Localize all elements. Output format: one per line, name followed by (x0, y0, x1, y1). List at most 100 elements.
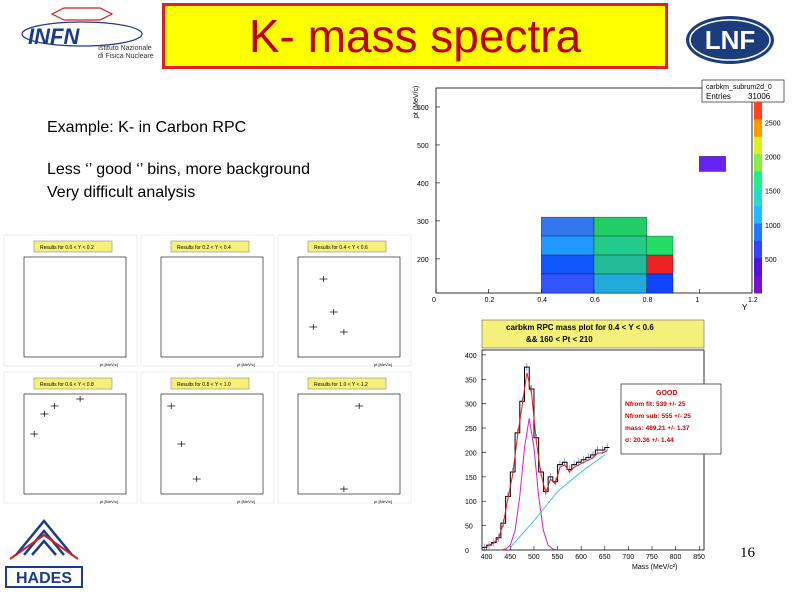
mass-xtick-label: 800 (670, 554, 682, 561)
color-scale-label: 1500 (765, 189, 781, 196)
heatmap-ytick-label: 500 (417, 143, 429, 150)
thumbnail-grid: Results for 0.0 < Y < 0.2 pt [MeV/c] Resul… (2, 233, 414, 508)
stats-entries-label: Entries (706, 92, 731, 101)
heatmap-ytick-label: 600 (417, 105, 429, 112)
thumbnail-title-box (33, 240, 113, 253)
heatmap-ytick-label: 300 (417, 219, 429, 226)
mass-plot-subtitle: && 160 < Pt < 210 (526, 335, 593, 344)
heatmap-bin (541, 254, 595, 275)
heatmap-ytick-label: 400 (417, 181, 429, 188)
heatmap-bin (646, 273, 674, 294)
mass-xtick-label: 500 (528, 554, 540, 561)
heatmap-bin (646, 235, 674, 256)
mass-plot-xlabel: Mass (MeV/c²) (632, 564, 678, 571)
slide-number: 16 (740, 545, 755, 561)
heatmap-bin (646, 254, 674, 275)
thumbnail-xlabel: pt [MeV/c] (100, 362, 118, 367)
mass-plot-axes: 400 450 500 550 600 650 700 750 800 850 0 50 100 150 2… (465, 353, 705, 561)
heatmap-panel: carbkm_subrum2d_0 Entries 31006 pt (MeV/… (412, 78, 792, 313)
mass-total-fit-curve (484, 372, 608, 549)
thumbnail-axes (160, 256, 264, 358)
mass-ytick-label: 50 (465, 524, 473, 531)
mass-xtick-label: 550 (552, 554, 564, 561)
heatmap-xlabel: Y (742, 303, 748, 312)
thumbnail-plot: Results for 0.8 < Y < 1.0 pt [MeV/c] (140, 371, 275, 504)
thumbnail-plot: Results for 0.4 < Y < 0.6 pt [MeV/c] (277, 234, 412, 367)
thumbnail-plot: Results for 1.0 < Y < 1.2 pt [MeV/c] (277, 371, 412, 504)
mass-ytick-label: 250 (465, 426, 477, 433)
thumbnail-axes (297, 256, 401, 358)
thumbnail-axes (297, 393, 401, 495)
thumbnail-title: Results for 0.6 < Y < 0.8 (40, 382, 94, 388)
color-scale-segment (754, 188, 762, 207)
color-scale-segment (754, 171, 762, 190)
thumbnail-xlabel: pt [MeV/c] (237, 499, 255, 504)
thumbnail-xlabel: pt [MeV/c] (237, 362, 255, 367)
infn-logo-line2: di Fisica Nucleare (98, 53, 154, 60)
mass-data-histogram (482, 366, 610, 549)
mass-ytick-label: 200 (465, 450, 477, 457)
thumbnail-title: Results for 1.0 < Y < 1.2 (314, 382, 368, 388)
mass-background-curve (509, 454, 606, 548)
thumbnail-xlabel: pt [MeV/c] (374, 362, 392, 367)
heatmap-bin (593, 273, 647, 294)
heatmap-bin (541, 235, 595, 256)
mass-xtick-label: 450 (504, 554, 516, 561)
mass-xtick-label: 700 (622, 554, 634, 561)
lnf-logo-text: LNF (705, 25, 756, 55)
heatmap-axes: 0 0.2 0.4 0.6 0.8 1 1.2 200 300 400 500 600 (417, 105, 758, 304)
color-scale-segment (754, 223, 762, 242)
thumbnail-axes (160, 393, 264, 495)
heatmap-bin (593, 216, 647, 237)
text-line-2: Less ‘’ good ‘’ bins, more background (47, 161, 310, 178)
slide-title: K- mass spectra (248, 10, 582, 62)
thumbnail-plot: Results for 0.2 < Y < 0.4 pt [MeV/c] (140, 234, 275, 367)
thumbnail-title: Results for 0.2 < Y < 0.4 (177, 245, 231, 251)
mass-xtick-label: 600 (575, 554, 587, 561)
stats-name: carbkm_subrum2d_0 (706, 84, 772, 91)
heatmap-bin (541, 216, 595, 237)
color-scale-segment (754, 119, 762, 138)
mass-plot-title: carbkm RPC mass plot for 0.4 < Y < 0.6 (506, 323, 654, 332)
heatmap-xtick-label: 0.6 (590, 297, 600, 304)
thumbnail-axes (23, 393, 127, 495)
mass-signal-curve (500, 418, 558, 551)
color-scale-segment (754, 240, 762, 259)
color-scale-segment (754, 258, 762, 277)
infn-logo-text: INFN (28, 24, 80, 49)
thumbnail-plot: Results for 0.0 < Y < 0.2 pt [MeV/c] (3, 234, 138, 367)
fit-legend-line-2: Nfrom sub: 555 +/- 25 (625, 413, 691, 420)
thumbnail-xlabel: pt [MeV/c] (100, 499, 118, 504)
thumbnail-title: Results for 0.8 < Y < 1.0 (177, 382, 231, 388)
heatmap-bin (593, 235, 647, 256)
heatmap-xtick-label: 0.2 (485, 297, 495, 304)
thumbnail-title: Results for 0.0 < Y < 0.2 (40, 245, 94, 251)
text-line-1: Example: K- in Carbon RPC (47, 119, 247, 136)
fit-legend-line-4: σ: 20.36 +/- 1.44 (625, 437, 674, 444)
heatmap-xtick-label: 0.4 (537, 297, 547, 304)
mass-ytick-label: 100 (465, 499, 477, 506)
mass-xtick-label: 650 (599, 554, 611, 561)
heatmap-bin (593, 254, 647, 275)
mass-xtick-label: 850 (693, 554, 705, 561)
mass-ytick-label: 150 (465, 475, 477, 482)
heatmap-cells (541, 156, 726, 294)
heatmap-bin (699, 156, 726, 172)
thumbnail-grid-svg: Results for 0.0 < Y < 0.2pt [MeV/c]Resul… (3, 234, 412, 504)
fit-legend-line-1: Nfrom fit: 539 +/- 25 (625, 401, 686, 408)
color-scale-label: 2500 (765, 120, 781, 127)
thumbnail-title: Results for 0.4 < Y < 0.6 (314, 245, 368, 251)
thumbnail-xlabel: pt [MeV/c] (374, 499, 392, 504)
thumbnail-title-box (33, 377, 113, 390)
thumbnail-axes (23, 256, 127, 358)
thumbnail-title-box (307, 240, 387, 253)
mass-ytick-label: 350 (465, 377, 477, 384)
heatmap-xtick-label: 1 (695, 297, 699, 304)
infn-logo-line1: Istituto Nazionale (98, 45, 152, 52)
color-scale-segment (754, 154, 762, 172)
title-box: K- mass spectra (162, 3, 668, 69)
infn-logo: INFN Istituto Nazionale di Fisica Nuclea… (10, 4, 160, 68)
heatmap-bin (541, 273, 595, 294)
mass-ytick-label: 400 (465, 353, 477, 360)
mass-plot-svg: carbkm RPC mass plot for 0.4 < Y < 0.6 &… (465, 319, 722, 571)
